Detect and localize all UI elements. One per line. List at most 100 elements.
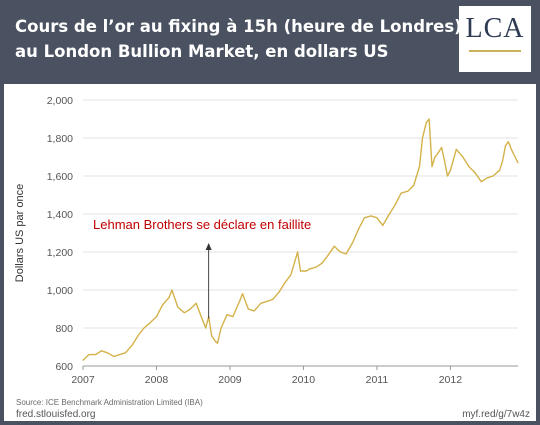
data-point bbox=[388, 213, 390, 215]
y-tick-label: 1,400 bbox=[47, 209, 73, 221]
data-point bbox=[449, 169, 451, 171]
data-point bbox=[125, 352, 127, 354]
data-point bbox=[119, 354, 121, 356]
data-point bbox=[468, 165, 470, 168]
data-point bbox=[437, 152, 439, 154]
data-point bbox=[94, 354, 97, 356]
data-point bbox=[443, 160, 446, 162]
data-point bbox=[376, 217, 378, 219]
data-point bbox=[205, 327, 207, 329]
data-point bbox=[305, 270, 307, 272]
data-point bbox=[455, 148, 457, 150]
data-point bbox=[183, 312, 185, 314]
data-point bbox=[486, 177, 488, 179]
source-note: Source: ICE Benchmark Administration Lim… bbox=[16, 398, 203, 407]
y-tick-label: 1,200 bbox=[47, 247, 73, 259]
x-tick-label: 2007 bbox=[71, 374, 95, 386]
data-point bbox=[171, 289, 173, 291]
data-point bbox=[407, 190, 409, 192]
data-point bbox=[492, 175, 494, 177]
data-point bbox=[297, 251, 299, 253]
data-point bbox=[357, 228, 360, 230]
data-point bbox=[290, 274, 292, 276]
data-point bbox=[441, 146, 443, 149]
data-point bbox=[143, 327, 145, 329]
data-point bbox=[299, 270, 302, 272]
data-point bbox=[339, 251, 341, 253]
x-tick-label: 2009 bbox=[218, 374, 242, 386]
data-point bbox=[253, 310, 255, 312]
x-tick-label: 2010 bbox=[292, 374, 316, 386]
data-point bbox=[137, 335, 139, 337]
data-point bbox=[131, 344, 133, 346]
data-point bbox=[272, 298, 274, 301]
data-point bbox=[394, 203, 396, 206]
fred-link[interactable]: fred.stlouisfed.org bbox=[16, 409, 96, 420]
data-point bbox=[308, 268, 310, 270]
data-point bbox=[434, 156, 436, 158]
data-point bbox=[232, 316, 234, 318]
data-point bbox=[431, 165, 433, 168]
data-point bbox=[155, 316, 158, 318]
data-point bbox=[177, 306, 179, 308]
data-point bbox=[480, 181, 482, 183]
y-axis-label: Dollars US par once bbox=[14, 184, 26, 282]
header-bar: Cours de l’or au fixing à 15h (heure de … bbox=[0, 0, 540, 82]
data-point bbox=[150, 321, 152, 323]
y-tick-label: 1,800 bbox=[47, 133, 73, 145]
data-point bbox=[510, 148, 512, 150]
data-point bbox=[321, 262, 323, 264]
title-line-2: au London Bullion Market, en dollars US bbox=[15, 42, 389, 61]
title-line-1: Cours de l’or au fixing à 15h (heure de … bbox=[15, 17, 462, 36]
chart-title: Cours de l’or au fixing à 15h (heure de … bbox=[15, 14, 462, 64]
data-point bbox=[315, 266, 317, 268]
data-point bbox=[504, 145, 507, 147]
x-tick-label: 2008 bbox=[145, 374, 169, 386]
x-tick-label: 2012 bbox=[439, 374, 463, 386]
data-point bbox=[421, 137, 424, 139]
data-point bbox=[214, 340, 216, 342]
data-point bbox=[345, 253, 347, 255]
x-tick-label: 2011 bbox=[366, 374, 389, 386]
line-chart: 600 800 1,000 1,200 1,400 1,600 1,800 2,000 2007… bbox=[14, 95, 519, 386]
data-point bbox=[226, 314, 228, 316]
short-link[interactable]: myf.red/g/7w4z bbox=[462, 409, 530, 420]
data-point bbox=[370, 215, 372, 217]
data-point bbox=[425, 122, 427, 124]
data-point bbox=[428, 118, 430, 120]
data-point bbox=[220, 327, 222, 329]
data-point bbox=[382, 224, 384, 226]
data-point bbox=[168, 297, 170, 299]
data-point bbox=[100, 350, 102, 352]
data-point bbox=[113, 355, 115, 358]
y-tick-label: 2,000 bbox=[47, 95, 73, 107]
data-point bbox=[400, 192, 402, 194]
data-point bbox=[260, 302, 262, 304]
data-point bbox=[517, 162, 519, 164]
data-point bbox=[418, 165, 421, 168]
y-tick-label: 1,000 bbox=[47, 285, 73, 297]
data-point bbox=[502, 160, 504, 162]
data-point bbox=[247, 308, 249, 310]
data-point bbox=[333, 245, 335, 247]
data-point bbox=[278, 291, 280, 293]
data-point bbox=[462, 156, 464, 158]
data-point bbox=[327, 255, 329, 257]
lca-logo: LCA bbox=[459, 6, 531, 72]
data-point bbox=[474, 171, 476, 173]
gold-price-line bbox=[82, 118, 519, 361]
data-point bbox=[82, 359, 84, 361]
data-point bbox=[446, 175, 449, 177]
y-tick-label: 800 bbox=[55, 323, 73, 335]
y-tick-label: 1,600 bbox=[47, 171, 73, 183]
data-point bbox=[352, 241, 354, 244]
logo-underline bbox=[469, 50, 521, 52]
y-tick-label: 600 bbox=[55, 361, 73, 373]
data-point bbox=[499, 169, 501, 171]
data-point bbox=[507, 141, 509, 143]
logo-text: LCA bbox=[465, 13, 525, 44]
data-point bbox=[161, 304, 163, 306]
data-point bbox=[241, 293, 244, 295]
data-point bbox=[514, 156, 516, 158]
